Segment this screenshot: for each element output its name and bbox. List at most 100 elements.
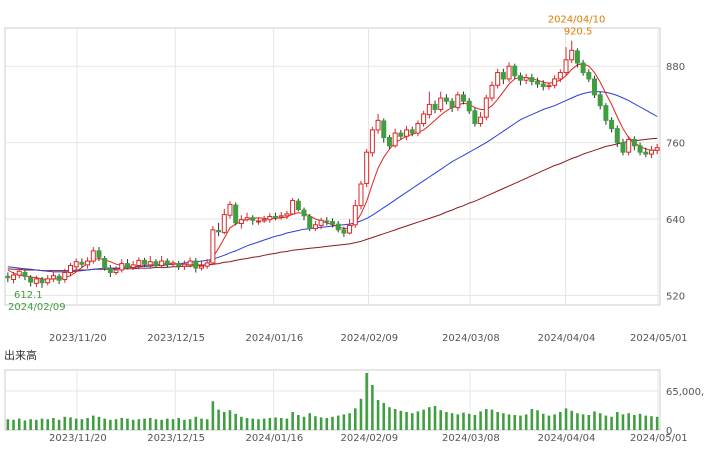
candle-body bbox=[512, 65, 518, 77]
volume-bar bbox=[177, 418, 180, 430]
volume-bar bbox=[502, 413, 505, 430]
volume-bar bbox=[644, 415, 648, 430]
candle-body bbox=[546, 84, 552, 88]
candle-body bbox=[461, 94, 466, 102]
candle-body bbox=[654, 147, 660, 151]
volume-x-tick-label: 2024/04/04 bbox=[538, 433, 596, 444]
volume-bar bbox=[513, 415, 517, 430]
volume-bar bbox=[621, 414, 625, 430]
volume-bar bbox=[319, 417, 323, 430]
candle-body bbox=[449, 100, 455, 109]
volume-bar bbox=[6, 419, 10, 430]
price-x-tick-label: 2024/05/01 bbox=[630, 333, 688, 344]
volume-bar bbox=[581, 414, 585, 430]
volume-bar bbox=[80, 419, 84, 430]
candle-body bbox=[312, 224, 318, 230]
volume-bar bbox=[456, 414, 460, 430]
candle-body bbox=[347, 224, 353, 234]
volume-bar bbox=[40, 418, 44, 430]
volume-bar bbox=[405, 412, 408, 430]
candle-body bbox=[580, 62, 586, 74]
candle-body bbox=[22, 272, 28, 277]
candle-body bbox=[540, 83, 546, 88]
candle-body bbox=[495, 72, 501, 86]
candle-body bbox=[597, 94, 603, 107]
volume-bar bbox=[297, 415, 300, 430]
price-y-tick-label: 640 bbox=[666, 215, 685, 226]
candle-body bbox=[210, 229, 216, 264]
volume-bar bbox=[467, 413, 471, 430]
candle-body bbox=[159, 260, 165, 267]
volume-bar bbox=[433, 406, 437, 430]
candle-body bbox=[432, 103, 438, 111]
candle-body bbox=[358, 183, 364, 207]
volume-bar bbox=[279, 418, 283, 430]
price-x-tick-label: 2024/04/04 bbox=[538, 333, 596, 344]
candle-body bbox=[592, 78, 597, 96]
candle-body bbox=[233, 204, 239, 224]
volume-bar bbox=[547, 415, 551, 430]
volume-bar bbox=[200, 418, 203, 430]
volume-bar bbox=[610, 416, 613, 430]
volume-bar bbox=[382, 403, 386, 430]
candle-body bbox=[267, 215, 273, 221]
candle-body bbox=[301, 209, 307, 217]
candle-body bbox=[404, 129, 410, 137]
volume-bar bbox=[103, 418, 106, 430]
volume-bar bbox=[439, 410, 442, 430]
candle-body bbox=[278, 215, 284, 218]
candle-body bbox=[56, 275, 62, 281]
candle-body bbox=[5, 275, 11, 279]
volume-bar bbox=[530, 409, 534, 430]
candle-body bbox=[609, 119, 615, 130]
volume-bar bbox=[268, 418, 272, 430]
volume-bar bbox=[52, 418, 55, 430]
volume-bar bbox=[109, 419, 112, 430]
volume-bar bbox=[559, 412, 562, 430]
candle-body bbox=[147, 261, 153, 266]
candle-body bbox=[324, 220, 330, 223]
volume-bar bbox=[69, 417, 72, 430]
volume-bar bbox=[348, 413, 351, 430]
volume-panel-title: 出来高 bbox=[4, 349, 37, 362]
candle-body bbox=[102, 258, 108, 269]
volume-x-tick-label: 2024/05/01 bbox=[630, 433, 688, 444]
volume-bar bbox=[485, 409, 488, 430]
volume-bar bbox=[616, 412, 619, 430]
ma-short-line bbox=[7, 63, 658, 281]
volume-bar bbox=[205, 419, 209, 430]
volume-bar bbox=[291, 412, 294, 430]
volume-bar bbox=[251, 418, 255, 430]
candle-body bbox=[381, 120, 387, 139]
candle-body bbox=[90, 250, 96, 262]
volume-bar bbox=[519, 415, 522, 430]
candle-body bbox=[603, 105, 609, 121]
candle-body bbox=[335, 223, 341, 231]
candle-body bbox=[113, 269, 119, 274]
low-annotation-date: 2024/02/09 bbox=[8, 302, 66, 313]
volume-bar bbox=[627, 413, 630, 430]
volume-bar bbox=[450, 413, 454, 430]
candle-body bbox=[62, 272, 68, 281]
candle-body bbox=[193, 260, 199, 269]
candle-body bbox=[472, 110, 478, 125]
high-annotation-value: 920.5 bbox=[564, 27, 593, 38]
volume-bar bbox=[160, 419, 163, 430]
volume-bar bbox=[524, 414, 528, 430]
volume-bar bbox=[183, 419, 186, 430]
candle-body bbox=[483, 97, 489, 118]
volume-x-tick-label: 2024/01/16 bbox=[246, 433, 304, 444]
volume-bar bbox=[223, 412, 226, 430]
volume-bar bbox=[257, 419, 260, 430]
candle-body bbox=[552, 78, 558, 86]
volume-bar bbox=[245, 418, 249, 430]
volume-bar bbox=[541, 413, 545, 430]
volume-bar bbox=[240, 416, 243, 430]
candle-body bbox=[352, 205, 358, 226]
candle-body bbox=[33, 278, 39, 284]
volume-bar bbox=[302, 416, 306, 430]
volume-bar bbox=[399, 410, 403, 430]
volume-bar bbox=[564, 408, 568, 430]
volume-bar bbox=[371, 385, 374, 430]
candle-body bbox=[455, 94, 461, 109]
